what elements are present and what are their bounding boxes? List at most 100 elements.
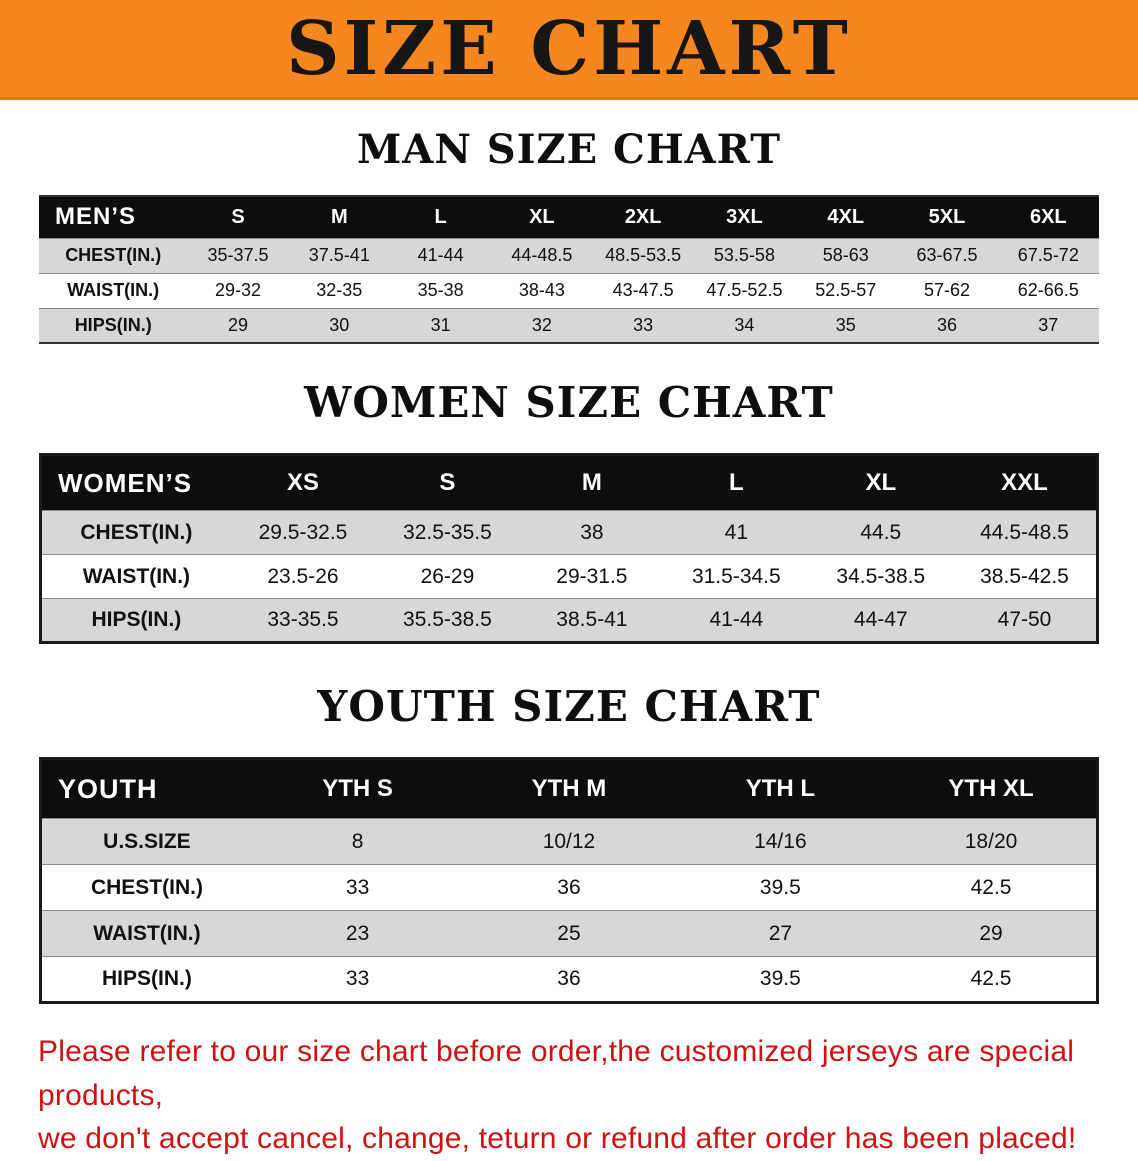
- value-cell: 41-44: [709, 608, 764, 631]
- value-cell: 62-66.5: [1017, 280, 1079, 300]
- value-cell: 44-47: [853, 608, 908, 631]
- value-cell: 38.5-41: [556, 608, 628, 631]
- women-size-table: WOMEN’S XS S M L XL XXL CHEST(IN.) 29.5-32.5 32.5…: [39, 453, 1099, 644]
- value-cell: 41-44: [417, 245, 464, 265]
- value-cell: 47-50: [997, 608, 1052, 631]
- youth-size-section: YOUTH SIZE CHART YOUTH YTH S YTH M YTH L YTH…: [0, 682, 1138, 1004]
- table-row: CHEST(IN.) 35-37.5 37.5-41 41-44 44-48.5 48.5…: [39, 238, 1099, 273]
- table-row: WAIST(IN.) 23 25 27 29: [40, 910, 1098, 957]
- value-cell: 29: [228, 314, 249, 335]
- size-header-cell: YTH M: [531, 775, 607, 802]
- size-header-cell: 4XL: [827, 205, 865, 228]
- women-size-section: WOMEN SIZE CHART WOMEN’S XS S M L XL XXL CHEST(…: [0, 378, 1138, 644]
- value-cell: 8: [351, 829, 364, 853]
- value-cell: 33-35.5: [267, 608, 339, 631]
- size-header-cell: XL: [865, 469, 897, 496]
- size-header-cell: S: [439, 469, 456, 496]
- women-section-heading: WOMEN SIZE CHART: [304, 378, 834, 427]
- youth-size-table: YOUTH YTH S YTH M YTH L YTH XL U.S.SIZE 8 10/12…: [39, 757, 1099, 1004]
- page-title: SIZE CHART: [286, 5, 852, 92]
- value-cell: 34: [734, 314, 755, 335]
- size-header-cell: L: [434, 205, 447, 228]
- table-row: U.S.SIZE 8 10/12 14/16 18/20: [40, 818, 1098, 865]
- size-header-cell: 3XL: [726, 205, 763, 228]
- value-cell: 37: [1038, 314, 1059, 335]
- table-row: CHEST(IN.) 33 36 39.5 42.5: [40, 864, 1098, 911]
- value-cell: 42.5: [970, 875, 1012, 899]
- value-cell: 29-32: [215, 280, 262, 300]
- value-cell: 33: [345, 967, 370, 990]
- value-cell: 27: [768, 921, 793, 945]
- row-label-cell: WAIST(IN.): [93, 921, 201, 945]
- value-cell: 37.5-41: [308, 245, 370, 265]
- men-section-heading: MAN SIZE CHART: [357, 126, 781, 173]
- value-cell: 44.5: [860, 520, 902, 544]
- table-row: HIPS(IN.) 33 36 39.5 42.5: [40, 956, 1098, 1003]
- value-cell: 33: [345, 875, 370, 899]
- value-cell: 39.5: [759, 967, 801, 990]
- value-cell: 38-43: [518, 280, 565, 300]
- value-cell: 42.5: [970, 967, 1012, 990]
- value-cell: 52.5-57: [815, 280, 877, 300]
- table-title-cell: YOUTH: [58, 773, 158, 804]
- row-label-cell: HIPS(IN.): [91, 608, 182, 631]
- value-cell: 18/20: [964, 829, 1018, 853]
- size-header-cell: M: [581, 469, 602, 496]
- banner: SIZE CHART: [0, 0, 1138, 100]
- value-cell: 38: [580, 520, 604, 544]
- value-cell: 36: [557, 875, 581, 899]
- table-row: WAIST(IN.) 23.5-26 26-29 29-31.5 31.5-34.5 34…: [40, 554, 1098, 599]
- men-size-section: MAN SIZE CHART MEN’S S M L XL 2XL 3XL 4XL 5XL 6XL…: [0, 126, 1138, 344]
- table-header-row: WOMEN’S XS S M L XL XXL: [40, 454, 1098, 511]
- value-cell: 26-29: [420, 564, 475, 588]
- table-header-row: YOUTH YTH S YTH M YTH L YTH XL: [40, 758, 1098, 819]
- men-size-table: MEN’S S M L XL 2XL 3XL 4XL 5XL 6XL CHEST(IN.) 35-37…: [39, 195, 1099, 344]
- size-header-cell: M: [330, 205, 348, 228]
- value-cell: 48.5-53.5: [605, 245, 682, 265]
- value-cell: 58-63: [822, 245, 869, 265]
- value-cell: 32-35: [316, 280, 363, 300]
- value-cell: 44.5-48.5: [980, 520, 1069, 544]
- row-label-cell: CHEST(IN.): [65, 245, 162, 265]
- disclaimer: Please refer to our size chart before or…: [38, 1030, 1102, 1161]
- value-cell: 31: [430, 314, 451, 335]
- value-cell: 57-62: [923, 280, 971, 300]
- value-cell: 41: [724, 520, 749, 544]
- row-label-cell: CHEST(IN.): [90, 875, 203, 899]
- table-row: CHEST(IN.) 29.5-32.5 32.5-35.5 38 41 44.5 44.5…: [40, 510, 1098, 555]
- value-cell: 34.5-38.5: [836, 564, 926, 588]
- size-header-cell: YTH S: [322, 775, 393, 802]
- value-cell: 29: [979, 921, 1003, 945]
- disclaimer-line-2: we don't accept cancel, change, teturn o…: [38, 1122, 1077, 1155]
- value-cell: 23.5-26: [267, 564, 339, 588]
- value-cell: 43-47.5: [612, 280, 674, 300]
- youth-section-heading: YOUTH SIZE CHART: [317, 682, 821, 731]
- value-cell: 39.5: [759, 875, 801, 899]
- row-label-cell: WAIST(IN.): [67, 280, 160, 300]
- value-cell: 36: [936, 314, 958, 335]
- value-cell: 53.5-58: [713, 245, 775, 265]
- value-cell: 36: [557, 967, 581, 990]
- value-cell: 23: [345, 921, 370, 945]
- table-header-row: MEN’S S M L XL 2XL 3XL 4XL 5XL 6XL: [39, 196, 1099, 238]
- value-cell: 32: [531, 314, 552, 335]
- size-header-cell: 5XL: [928, 205, 966, 228]
- size-header-cell: L: [729, 469, 744, 496]
- value-cell: 29.5-32.5: [258, 520, 348, 544]
- size-header-cell: XS: [286, 469, 319, 496]
- table-title-cell: MEN’S: [55, 203, 137, 231]
- table-row: WAIST(IN.) 29-32 32-35 35-38 38-43 43-47.5 47.…: [39, 273, 1099, 308]
- value-cell: 30: [329, 314, 350, 335]
- value-cell: 32.5-35.5: [403, 520, 492, 544]
- value-cell: 14/16: [754, 829, 807, 853]
- value-cell: 35.5-38.5: [403, 608, 492, 631]
- table-row: HIPS(IN.) 29 30 31 32 33 34 35 36 37: [39, 308, 1099, 343]
- row-label-cell: HIPS(IN.): [74, 314, 152, 335]
- size-header-cell: XL: [529, 205, 555, 228]
- value-cell: 10/12: [542, 829, 596, 853]
- size-header-cell: 6XL: [1029, 205, 1067, 228]
- value-cell: 31.5-34.5: [691, 564, 781, 588]
- value-cell: 35-37.5: [207, 245, 269, 265]
- disclaimer-line-1: Please refer to our size chart before or…: [38, 1035, 1075, 1112]
